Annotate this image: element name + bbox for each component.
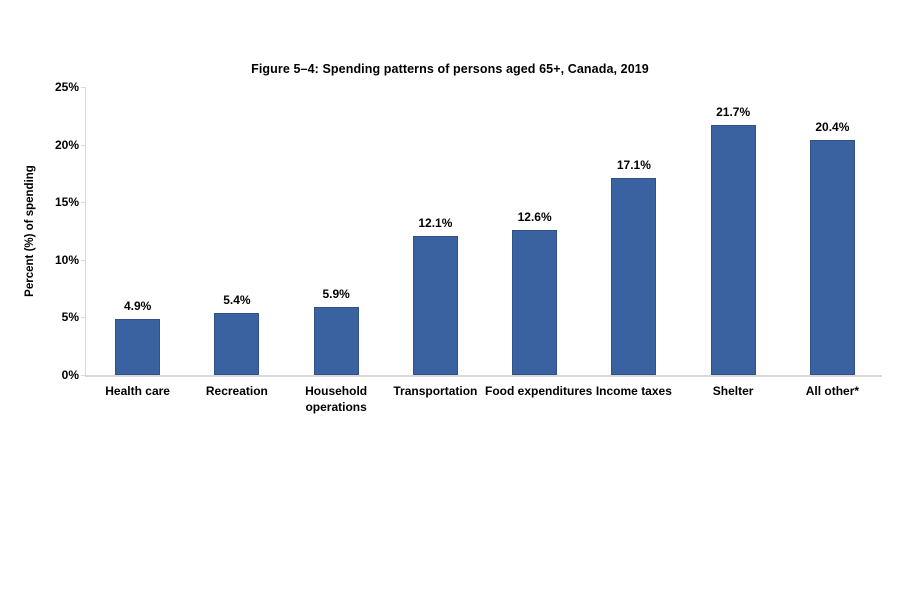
bar-income-taxes bbox=[611, 178, 657, 375]
data-label-all-other: 20.4% bbox=[815, 119, 850, 134]
y-axis-tick bbox=[81, 202, 85, 203]
data-label-recreation: 5.4% bbox=[223, 292, 251, 307]
category-label-shelter: Shelter bbox=[712, 384, 754, 398]
y-axis-tick bbox=[81, 317, 85, 318]
x-axis-line bbox=[85, 375, 882, 377]
bar-food-expenditures bbox=[512, 229, 558, 375]
y-axis-tick bbox=[81, 260, 85, 261]
category-label-food-expenditures: Food expenditures bbox=[485, 384, 593, 398]
y-axis-tick bbox=[81, 145, 85, 146]
y-axis-line bbox=[85, 87, 86, 377]
category-label-health-care: Health care bbox=[105, 384, 170, 398]
category-label-household-operations: Household operations bbox=[305, 384, 368, 414]
y-tick-label: 25% bbox=[54, 80, 79, 94]
y-tick-label: 5% bbox=[61, 310, 79, 324]
data-label-income-taxes: 17.1% bbox=[616, 158, 651, 172]
bar-transportation bbox=[412, 235, 458, 375]
data-label-health-care: 4.9% bbox=[123, 298, 152, 313]
category-label-transportation: Transportation bbox=[393, 384, 478, 398]
category-label-all-other: All other* bbox=[805, 384, 860, 398]
data-label-transportation: 12.1% bbox=[418, 215, 453, 230]
data-label-shelter: 21.7% bbox=[716, 105, 751, 120]
chart-title: Figure 5–4: Spending patterns of persons… bbox=[251, 62, 649, 76]
bar-health-care bbox=[115, 318, 161, 375]
bar-recreation bbox=[214, 312, 260, 375]
bar-all-other bbox=[809, 139, 855, 375]
data-label-household-operations: 5.9% bbox=[322, 287, 350, 302]
bar-household-operations bbox=[313, 307, 359, 375]
y-tick-label: 0% bbox=[61, 368, 79, 382]
y-axis-tick bbox=[81, 375, 85, 376]
y-tick-label: 20% bbox=[54, 138, 79, 152]
category-label-income-taxes: Income taxes bbox=[595, 384, 672, 398]
y-axis-tick bbox=[81, 87, 85, 88]
y-tick-label: 15% bbox=[54, 195, 79, 209]
y-tick-label: 10% bbox=[54, 253, 79, 267]
bar-shelter bbox=[710, 125, 756, 375]
category-label-recreation: Recreation bbox=[205, 384, 268, 398]
data-label-food-expenditures: 12.6% bbox=[517, 209, 552, 224]
